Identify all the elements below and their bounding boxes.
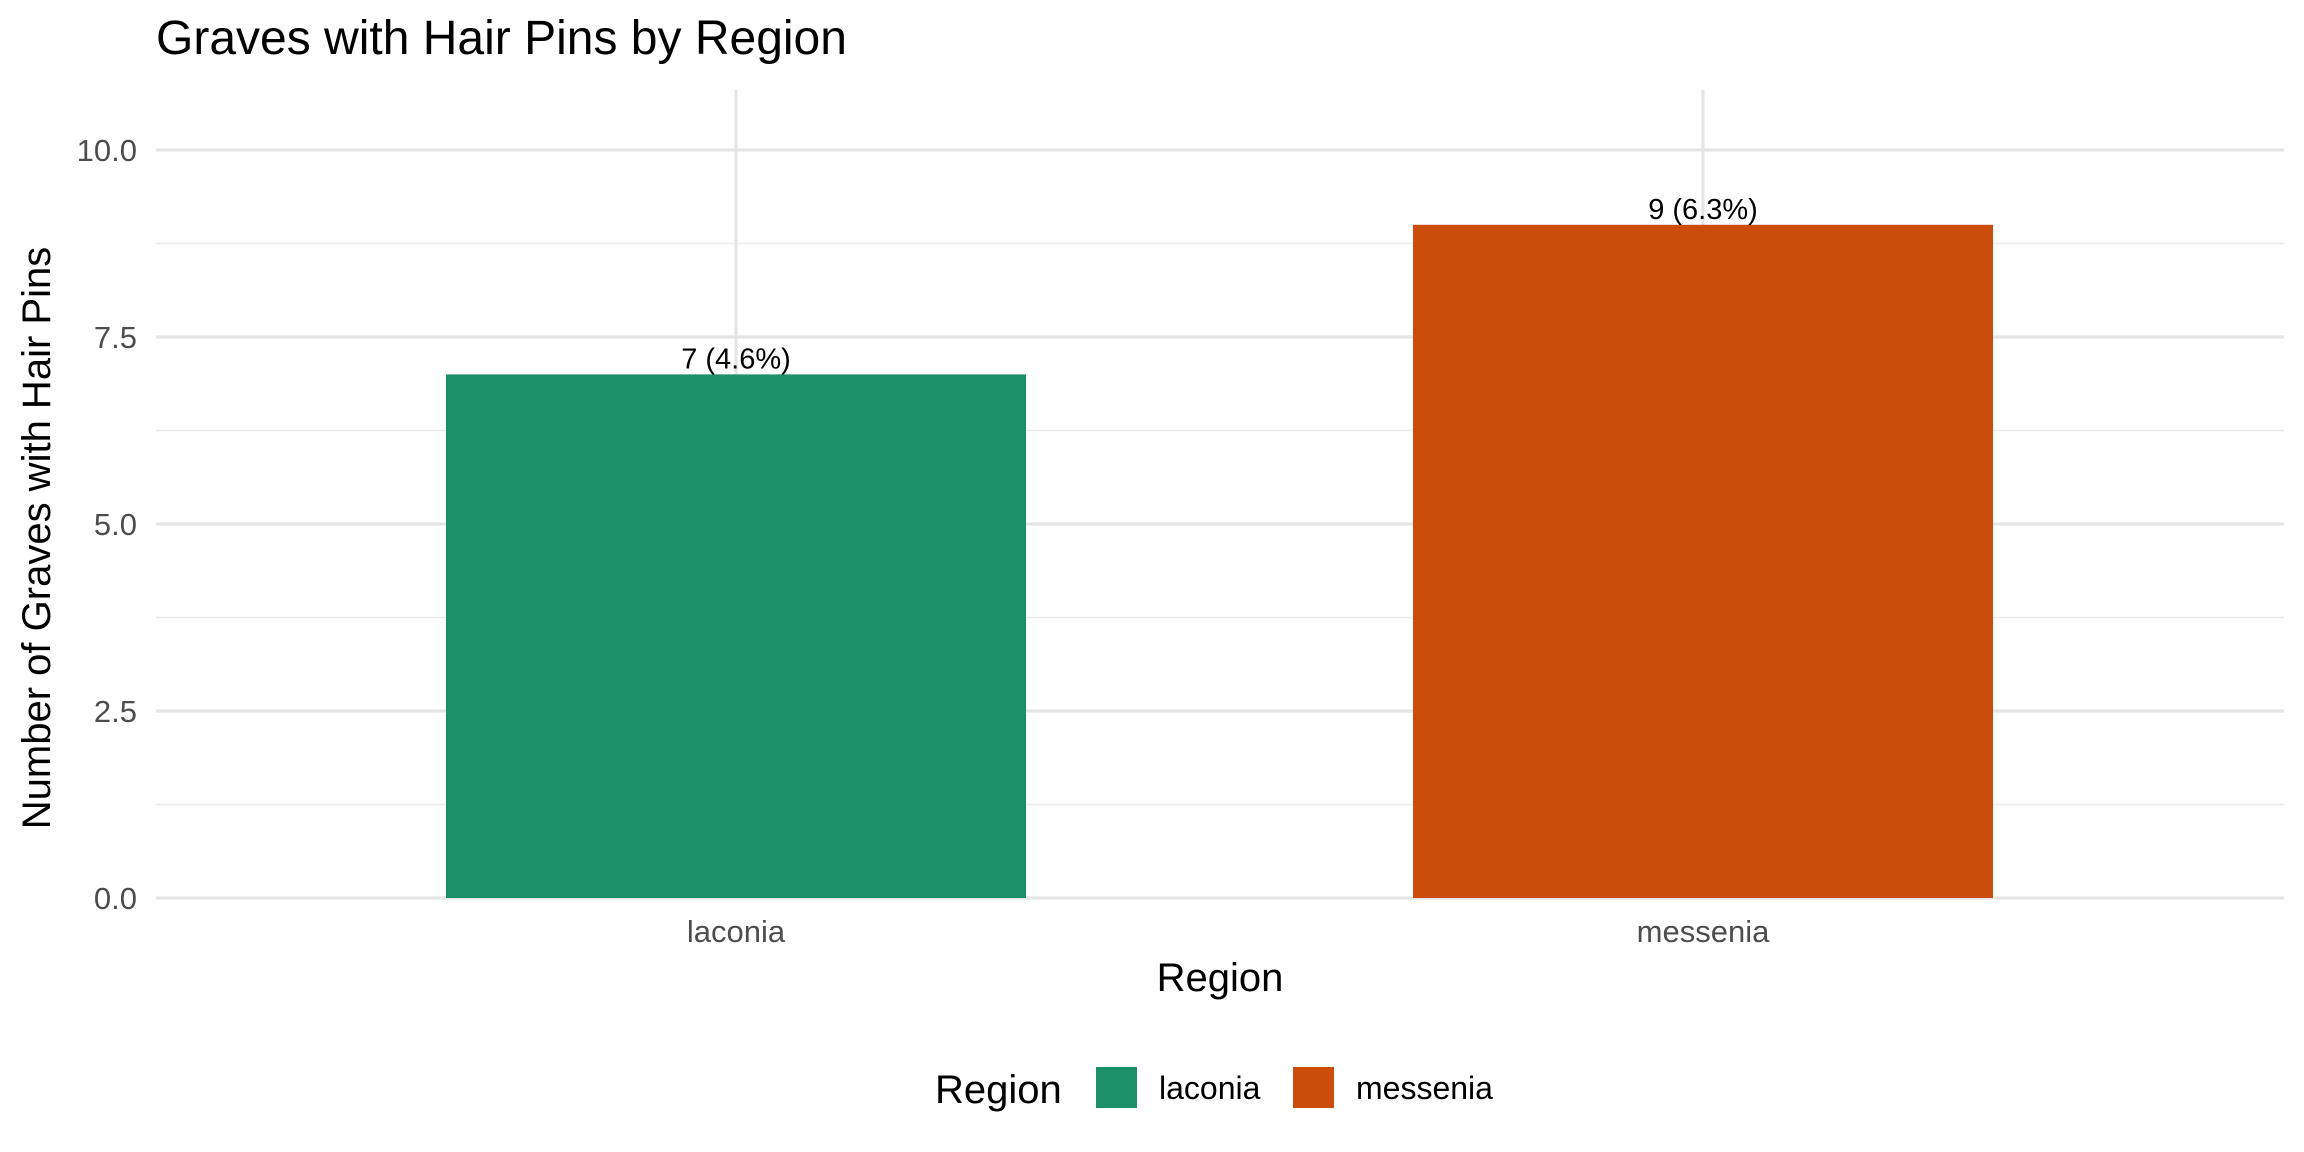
data-label-messenia: 9 (6.3%) (1648, 194, 1758, 226)
data-label-laconia: 7 (4.6%) (681, 343, 791, 375)
y-axis-ticks: 0.0 2.5 5.0 7.5 10.0 (77, 133, 137, 916)
legend-title: Region (935, 1068, 1062, 1112)
legend-items: laconia messenia (1096, 1067, 1493, 1108)
y-tick-label: 5.0 (94, 507, 137, 542)
x-axis-ticks: laconia messenia (687, 914, 1770, 949)
y-tick-label: 2.5 (94, 694, 137, 729)
x-tick-label: laconia (687, 914, 786, 949)
y-tick-label: 10.0 (77, 133, 137, 168)
x-tick-label: messenia (1637, 914, 1770, 949)
x-axis-title: Region (1157, 956, 1284, 1000)
bar-laconia (446, 374, 1026, 898)
y-tick-label: 0.0 (94, 881, 137, 916)
data-labels: 7 (4.6%) 9 (6.3%) (681, 194, 1758, 376)
legend-label-laconia: laconia (1159, 1070, 1261, 1106)
bar-messenia (1413, 224, 1993, 899)
legend: Region laconia messenia (935, 1067, 1493, 1112)
y-tick-label: 7.5 (94, 320, 137, 355)
legend-label-messenia: messenia (1356, 1070, 1493, 1106)
y-axis-title: Number of Graves with Hair Pins (15, 247, 59, 829)
legend-key-laconia (1096, 1067, 1137, 1108)
legend-key-messenia (1293, 1067, 1334, 1108)
bars (446, 224, 1993, 899)
chart-title: Graves with Hair Pins by Region (156, 12, 847, 65)
